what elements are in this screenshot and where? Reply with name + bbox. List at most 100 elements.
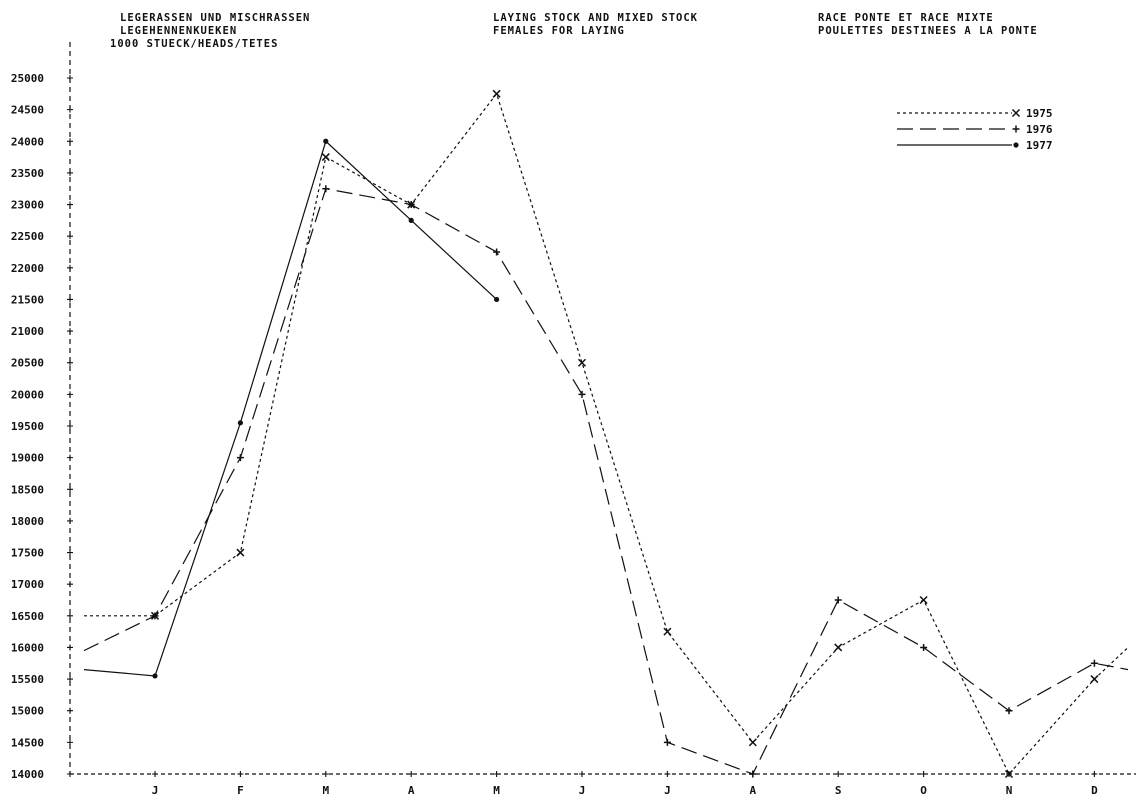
- x-tick-label: F: [237, 784, 244, 797]
- y-tick-label: 18500: [11, 483, 44, 496]
- y-tick-mark: [67, 423, 73, 429]
- x-tick-label: J: [579, 784, 586, 797]
- y-tick-label: 18000: [11, 515, 44, 528]
- series-point-1976: [407, 201, 415, 209]
- y-tick-label: 15500: [11, 673, 44, 686]
- header-fr-line2: POULETTES DESTINEES A LA PONTE: [818, 25, 1038, 37]
- x-tick-label: D: [1091, 784, 1098, 797]
- y-tick-mark: [67, 359, 73, 366]
- x-tick-label: O: [920, 784, 927, 797]
- y-tick-mark: [67, 549, 73, 556]
- y-tick-mark: [67, 486, 73, 493]
- header-en-line2: FEMALES FOR LAYING: [493, 25, 625, 37]
- series-point-1976: [834, 596, 842, 604]
- x-tick-mark: [1091, 771, 1098, 777]
- x-tick-mark: [322, 771, 329, 777]
- y-tick-label: 20500: [11, 357, 44, 370]
- y-tick-label: 21000: [11, 325, 44, 338]
- series-point-1977: [408, 217, 414, 223]
- y-tick-label: 17000: [11, 578, 44, 591]
- series-point-1975: [236, 548, 245, 557]
- y-tick-label: 22500: [11, 230, 44, 243]
- x-tick-label: A: [749, 784, 756, 797]
- header-de-line1: LEGERASSEN UND MISCHRASSEN: [120, 12, 311, 24]
- x-tick-mark: [835, 771, 842, 777]
- series-point-1977: [323, 138, 329, 144]
- y-tick-label: 23000: [11, 199, 44, 212]
- y-tick-label: 24500: [11, 104, 44, 117]
- series-point-1976: [920, 643, 928, 651]
- header-fr-line1: RACE PONTE ET RACE MIXTE: [818, 12, 994, 24]
- y-tick-mark: [67, 391, 73, 398]
- x-tick-label: J: [664, 784, 671, 797]
- x-tick-label: S: [835, 784, 842, 797]
- series-point-1977: [237, 420, 243, 426]
- y-tick-label: 20000: [11, 388, 44, 401]
- x-tick-mark: [408, 771, 415, 777]
- y-tick-mark: [67, 454, 73, 461]
- y-tick-mark: [67, 75, 73, 81]
- y-tick-label: 21500: [11, 293, 44, 306]
- x-tick-label: M: [322, 784, 329, 797]
- y-tick-label: 16000: [11, 641, 44, 654]
- y-tick-mark: [67, 771, 73, 777]
- series-point-1975: [919, 595, 928, 605]
- y-tick-label: 24000: [11, 135, 44, 148]
- series-point-1975: [1004, 769, 1014, 779]
- series-point-1975: [834, 643, 843, 652]
- x-tick-label: J: [152, 784, 159, 797]
- y-tick-label: 23500: [11, 167, 44, 180]
- y-tick-label: 14000: [11, 768, 44, 781]
- y-tick-label: 17500: [11, 547, 44, 560]
- series-point-1976: [151, 612, 159, 620]
- series-point-1976: [236, 454, 244, 462]
- series-point-1975: [492, 89, 501, 98]
- legend-marker-1976: [1012, 125, 1020, 133]
- y-tick-mark: [67, 106, 73, 113]
- legend-label-1976: 1976: [1026, 123, 1053, 136]
- x-tick-mark: [664, 771, 671, 777]
- y-tick-mark: [67, 233, 73, 240]
- series-point-1975: [1090, 675, 1099, 684]
- series-line-1976: [83, 188, 1129, 775]
- series-point-1976: [322, 185, 330, 193]
- y-tick-mark: [67, 328, 73, 335]
- legend-label-1975: 1975: [1026, 107, 1053, 120]
- y-tick-mark: [67, 264, 73, 271]
- x-tick-mark: [493, 771, 500, 777]
- y-tick-mark: [67, 739, 73, 746]
- y-tick-label: 16500: [11, 610, 44, 623]
- series-point-1975: [321, 153, 330, 162]
- series-point-1975: [663, 627, 672, 636]
- x-tick-label: A: [408, 784, 415, 797]
- x-tick-label: M: [493, 784, 500, 797]
- header-en-line1: LAYING STOCK AND MIXED STOCK: [493, 12, 699, 24]
- header-unit: 1000 STUECK/HEADS/TETES: [110, 38, 279, 50]
- y-tick-label: 19500: [11, 420, 44, 433]
- y-tick-mark: [67, 581, 73, 588]
- series-line-1977: [83, 140, 498, 677]
- series-point-1976: [493, 248, 501, 256]
- y-tick-label: 14500: [11, 736, 44, 749]
- legend-label-1977: 1977: [1026, 139, 1053, 152]
- series-point-1977: [494, 296, 500, 303]
- series-point-1976: [663, 738, 671, 746]
- y-tick-mark: [67, 612, 73, 619]
- series-point-1975: [577, 358, 587, 367]
- y-tick-mark: [67, 676, 73, 683]
- y-tick-label: 25000: [11, 72, 44, 85]
- y-tick-label: 19000: [11, 452, 44, 465]
- series-point-1976: [1005, 707, 1013, 715]
- x-tick-mark: [237, 771, 244, 777]
- y-tick-mark: [67, 296, 73, 303]
- y-tick-label: 15000: [11, 705, 44, 718]
- y-tick-mark: [67, 644, 73, 651]
- y-tick-mark: [67, 169, 73, 176]
- y-tick-mark: [67, 707, 73, 714]
- x-tick-mark: [152, 771, 158, 777]
- legend-marker-1977: [1013, 142, 1019, 148]
- y-tick-mark: [67, 138, 73, 145]
- series-point-1976: [749, 770, 757, 778]
- series-line-1975: [84, 92, 1129, 776]
